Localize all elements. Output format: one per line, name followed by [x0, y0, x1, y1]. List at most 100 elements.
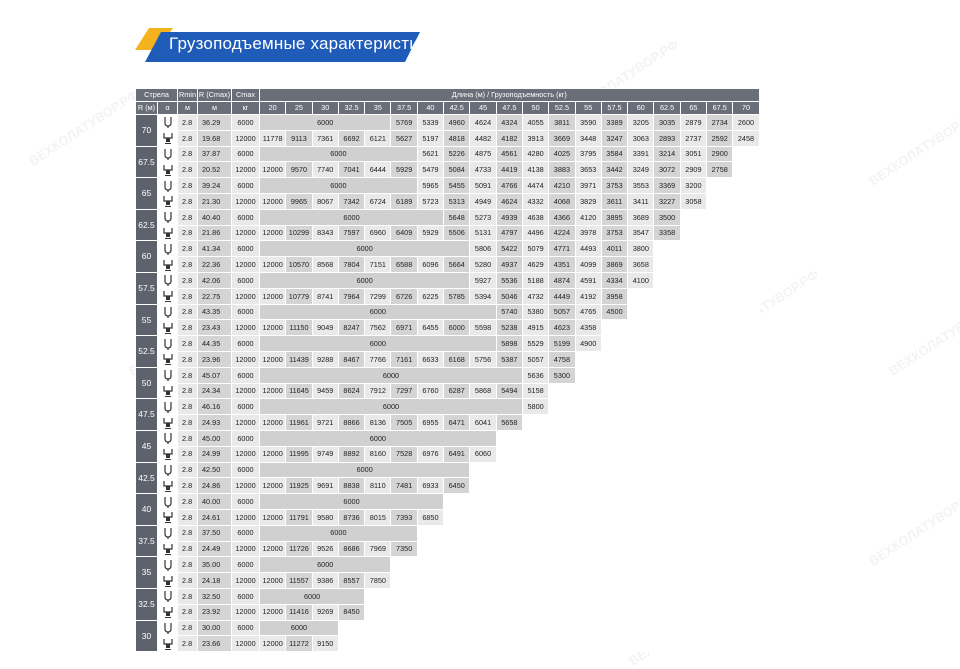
empty-cell	[706, 192, 734, 210]
empty-cell	[495, 477, 523, 495]
empty-cell	[495, 572, 523, 589]
capacity-cell: 5929	[390, 161, 418, 179]
length-header: 55	[574, 101, 602, 115]
capacity-cell: 7505	[390, 414, 418, 431]
header-length: Длина (м) / Грузоподъемность (кг)	[259, 88, 760, 102]
capacity-cell: 12000	[258, 635, 287, 653]
capacity-cell: 12000	[258, 382, 287, 400]
capacity-cell: 9526	[311, 540, 339, 558]
empty-cell	[443, 635, 471, 653]
outrigger-hook-icon	[162, 607, 173, 619]
empty-cell	[600, 587, 629, 605]
capacity-cell: 5806	[469, 240, 497, 258]
table-row: 2.8 24.34 12000 12000 11645 9459 8624 7912 7297 6…	[136, 382, 760, 400]
empty-cell	[706, 303, 734, 321]
empty-cell	[627, 477, 655, 495]
empty-cell	[469, 635, 497, 653]
rmin-value: 2.8	[177, 429, 198, 447]
empty-cell	[600, 556, 629, 574]
capacity-cell: 6955	[416, 414, 445, 431]
boom-length-label: 30	[135, 619, 158, 653]
empty-cell	[679, 256, 708, 273]
capacity-cell: 9288	[311, 350, 339, 368]
length-header: 52.5	[548, 101, 576, 115]
capacity-cell: 9580	[311, 508, 339, 526]
rmin-value: 2.8	[177, 161, 198, 179]
capacity-cell: 4496	[521, 224, 550, 242]
empty-cell	[600, 508, 629, 526]
capacity-cell: 4332	[521, 192, 550, 210]
empty-cell	[600, 429, 629, 447]
empty-cell	[732, 287, 760, 305]
capacity-cell: 9570	[285, 161, 313, 179]
empty-cell	[600, 461, 629, 479]
capacity-cell: 8892	[337, 445, 366, 463]
length-header: 57.5	[600, 101, 629, 115]
empty-cell	[390, 603, 418, 621]
table-row: 2.8 23.96 12000 12000 11439 9288 8467 7766 7161 6…	[136, 350, 760, 368]
cmax-value: 12000	[231, 603, 260, 621]
empty-cell	[548, 635, 576, 653]
empty-cell	[469, 461, 497, 479]
capacity-cell: 3547	[627, 224, 655, 242]
table-row: 70 2.8 36.29 6000 6000 5769 5339 4960 4624 4324 40…	[135, 114, 760, 147]
capacity-cell: 11961	[285, 414, 313, 431]
empty-cell	[653, 303, 681, 321]
capacity-cell: 12000	[258, 192, 287, 210]
merged-capacity: 6000	[258, 461, 471, 479]
capacity-cell: 9721	[311, 414, 339, 431]
cmax-value: 6000	[231, 271, 260, 289]
capacity-cell: 9691	[311, 477, 339, 495]
empty-cell	[416, 540, 445, 558]
empty-cell	[732, 414, 760, 431]
rmin-value: 2.8	[177, 382, 198, 400]
empty-cell	[600, 414, 629, 431]
cmax-value: 12000	[231, 635, 260, 653]
capacity-cell: 5648	[443, 208, 471, 226]
rmin-value: 2.8	[177, 524, 198, 542]
empty-cell	[653, 524, 681, 542]
boom-length-label: 45	[135, 429, 158, 463]
empty-cell	[653, 350, 681, 368]
merged-capacity: 6000	[259, 619, 339, 637]
empty-cell	[732, 161, 760, 179]
empty-cell	[706, 445, 734, 463]
capacity-cell: 5422	[495, 240, 523, 258]
empty-cell	[653, 461, 681, 479]
hook-icon-cell	[157, 271, 178, 289]
empty-cell	[706, 224, 734, 242]
rcmax-value: 40.40	[197, 208, 232, 226]
cmax-value: 12000	[231, 382, 260, 400]
empty-cell	[706, 319, 734, 337]
capacity-cell: 7766	[364, 350, 392, 368]
capacity-cell: 11557	[285, 572, 313, 589]
cmax-value: 6000	[231, 114, 260, 131]
empty-cell	[653, 572, 681, 589]
header-rcmax: R (Cmax)	[197, 88, 232, 102]
empty-cell	[627, 335, 655, 352]
cmax-value: 6000	[231, 398, 260, 416]
capacity-cell: 5898	[495, 335, 523, 352]
capacity-cell: 3869	[600, 256, 629, 273]
capacity-cell: 5756	[469, 350, 497, 368]
empty-cell	[469, 556, 497, 574]
empty-cell	[495, 461, 523, 479]
capacity-cell: 5091	[469, 177, 497, 194]
empty-cell	[574, 398, 602, 416]
empty-cell	[443, 619, 471, 637]
hook-icon	[163, 338, 172, 350]
capacity-cell: 3553	[627, 177, 655, 194]
cmax-value: 6000	[231, 619, 260, 637]
rcmax-value: 20.52	[197, 161, 232, 179]
capacity-cell: 3369	[653, 177, 681, 194]
capacity-cell: 3795	[574, 145, 602, 163]
hook-icon	[163, 433, 172, 445]
capacity-cell: 11150	[285, 319, 313, 337]
capacity-cell: 5226	[443, 145, 471, 163]
empty-cell	[574, 366, 602, 384]
merged-capacity: 6000	[259, 398, 523, 416]
empty-cell	[548, 445, 576, 463]
capacity-cell: 8247	[337, 319, 366, 337]
capacity-cell: 8015	[364, 508, 392, 526]
empty-cell	[416, 587, 445, 605]
